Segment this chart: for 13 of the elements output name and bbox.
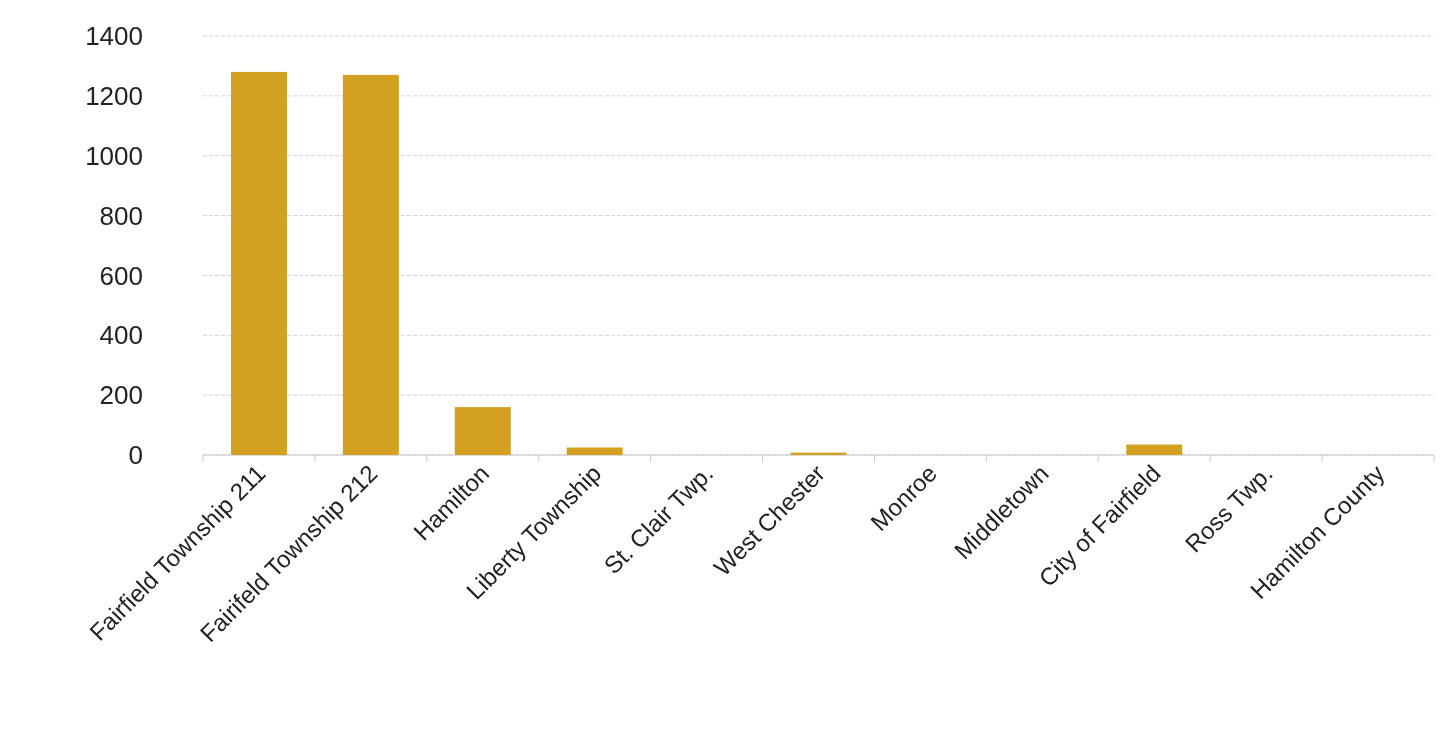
- y-tick-label: 1400: [85, 21, 143, 52]
- y-tick-label: 800: [99, 200, 143, 231]
- y-tick-label: 1200: [85, 80, 143, 111]
- bar: [566, 447, 623, 455]
- y-tick-label: 200: [99, 380, 143, 411]
- y-tick-label: 400: [99, 320, 143, 351]
- bar: [230, 71, 287, 455]
- y-tick-label: 600: [99, 260, 143, 291]
- bar: [1126, 444, 1183, 455]
- bar: [454, 407, 511, 455]
- bar: [342, 74, 399, 455]
- y-tick-label: 0: [128, 440, 143, 471]
- y-tick-label: 1000: [85, 140, 143, 171]
